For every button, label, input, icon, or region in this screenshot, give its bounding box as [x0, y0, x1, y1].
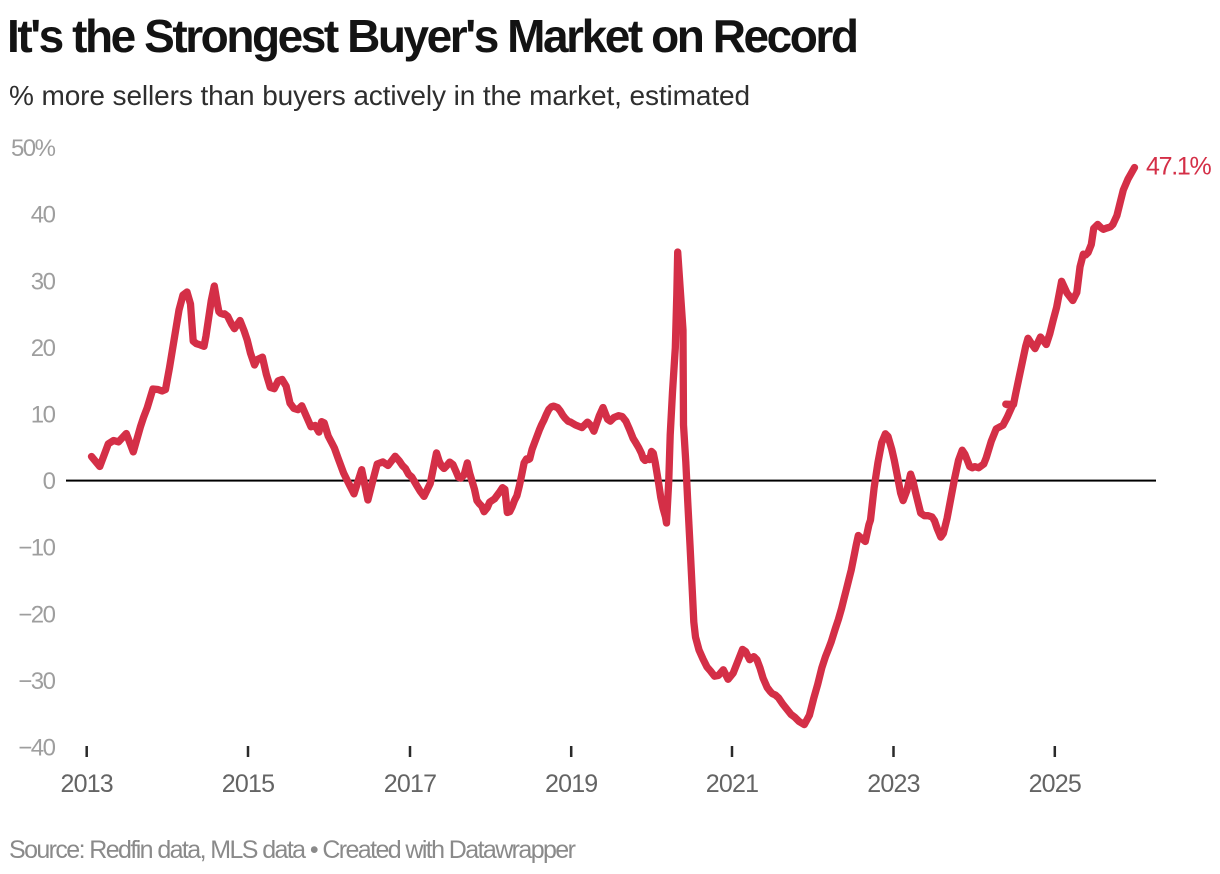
svg-text:2019: 2019	[545, 770, 597, 798]
svg-text:−10: −10	[18, 535, 55, 562]
svg-text:2025: 2025	[1029, 770, 1081, 798]
svg-text:−30: −30	[18, 668, 55, 695]
svg-text:−40: −40	[18, 735, 55, 762]
svg-text:10: 10	[31, 402, 56, 429]
svg-text:47.1%: 47.1%	[1146, 153, 1211, 181]
svg-text:2013: 2013	[60, 770, 112, 798]
svg-text:2023: 2023	[867, 770, 919, 798]
svg-text:2021: 2021	[706, 770, 758, 798]
svg-text:−20: −20	[18, 601, 55, 628]
svg-text:50%: 50%	[11, 135, 56, 162]
svg-text:40: 40	[31, 202, 56, 229]
svg-text:0: 0	[43, 468, 56, 495]
svg-text:2015: 2015	[222, 770, 274, 798]
svg-text:20: 20	[31, 335, 56, 362]
svg-text:30: 30	[31, 268, 56, 295]
svg-text:2017: 2017	[384, 770, 436, 798]
